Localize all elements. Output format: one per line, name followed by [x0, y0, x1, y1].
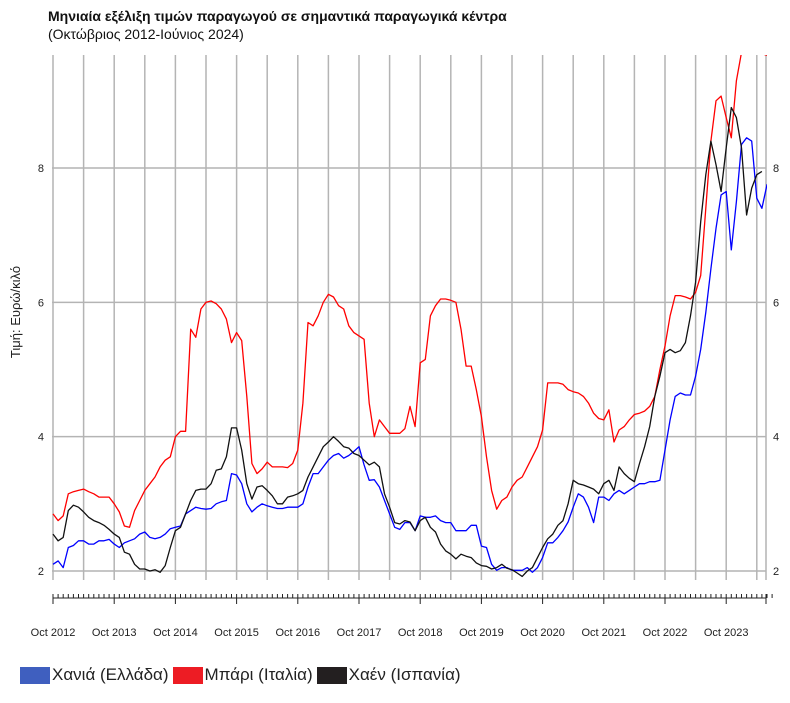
legend-label: Μπάρι (Ιταλία)	[204, 665, 313, 684]
y-tick-label-right: 6	[773, 297, 779, 309]
x-tick-label: Oct 2018	[398, 627, 443, 639]
legend-label: Χαέν (Ισπανία)	[348, 665, 461, 684]
x-tick-label: Oct 2021	[581, 627, 626, 639]
y-tick-label-left: 4	[38, 432, 44, 444]
x-tick-label: Oct 2017	[337, 627, 382, 639]
axes: 2 2 4 4 6 6 8 8 Oct 2012 Oct 2013 Oct 2014 Oct 2015…	[31, 163, 779, 639]
x-tick-label: Oct 2014	[153, 627, 198, 639]
series-lines	[52, 55, 767, 578]
series-line	[52, 106, 763, 578]
legend-item: Μπάρι (Ιταλία)	[172, 665, 313, 685]
y-tick-label-left: 2	[38, 566, 44, 578]
legend-label: Χανιά (Ελλάδα)	[52, 665, 169, 684]
legend-item: Χανιά (Ελλάδα)	[20, 665, 169, 685]
x-tick-label: Oct 2012	[31, 627, 76, 639]
x-tick-label: Oct 2022	[643, 627, 688, 639]
legend-swatch	[20, 666, 50, 684]
chart-title: Μηνιαία εξέλιξη τιμών παραγωγού σε σημαν…	[48, 8, 507, 24]
x-tick-label: Oct 2019	[459, 627, 504, 639]
x-tick-label: Oct 2013	[92, 627, 137, 639]
y-tick-label-right: 8	[773, 163, 779, 175]
y-tick-label-left: 6	[38, 297, 44, 309]
line-chart: 2 2 4 4 6 6 8 8 Oct 2012 Oct 2013 Oct 2014 Oct 2015…	[8, 55, 779, 639]
x-tick-label: Oct 2015	[214, 627, 259, 639]
x-tick-label: Oct 2023	[704, 627, 749, 639]
chart-subtitle: (Οκτώβριος 2012-Ιούνιος 2024)	[48, 26, 244, 42]
y-tick-label-left: 8	[38, 163, 44, 175]
x-tick-label: Oct 2020	[520, 627, 565, 639]
gridlines	[52, 55, 767, 580]
legend-swatch	[172, 666, 203, 684]
y-tick-label-right: 2	[773, 566, 779, 578]
legend: Χανιά (Ελλάδα) Μπάρι (Ιταλία) Χαέν (Ισπανί…	[20, 665, 465, 685]
legend-swatch	[316, 666, 347, 684]
x-tick-label: Oct 2016	[275, 627, 320, 639]
legend-item: Χαέν (Ισπανία)	[316, 665, 461, 685]
series-line	[52, 55, 767, 528]
y-axis-title: Τιμή: Ευρώ/κιλό	[8, 266, 23, 358]
y-tick-label-right: 4	[773, 432, 779, 444]
